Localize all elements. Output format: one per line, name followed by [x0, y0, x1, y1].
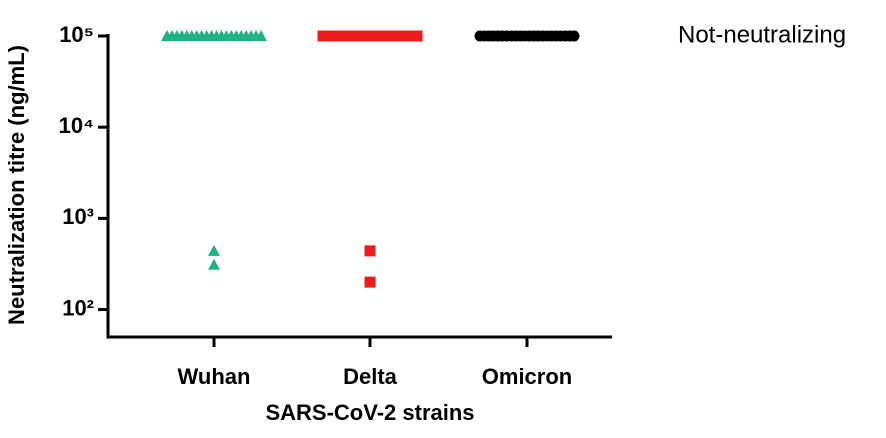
- annotation: Not-neutralizing: [678, 21, 846, 48]
- data-point: [208, 258, 220, 270]
- y-tick-label: 10²: [62, 295, 94, 320]
- data-point: [568, 30, 580, 42]
- y-tick-label: 10⁴: [59, 113, 94, 138]
- x-axis-label: SARS-CoV-2 strains: [265, 400, 474, 425]
- data-point: [411, 30, 423, 42]
- data-point: [255, 30, 267, 41]
- data-point: [364, 276, 376, 288]
- y-tick-label: 10⁵: [59, 22, 94, 47]
- data-point: [364, 245, 376, 257]
- x-tick-label: Omicron: [482, 364, 572, 389]
- y-tick-label: 10³: [62, 204, 94, 229]
- x-tick-label: Delta: [343, 364, 398, 389]
- y-axis-label: Neutralization titre (ng/mL): [4, 45, 29, 325]
- x-tick-label: Wuhan: [178, 364, 251, 389]
- data-point: [208, 244, 220, 256]
